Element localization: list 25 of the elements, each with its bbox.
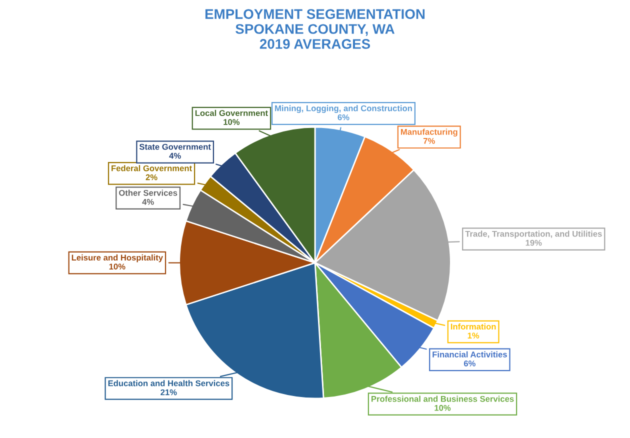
data-label: 10% [109,264,126,270]
data-label: 4% [169,152,181,159]
slice-label: Manufacturing [400,128,458,137]
slice-label: Professional and Business Services [372,396,514,402]
data-label: 4% [142,198,154,205]
slice-label: State Government [139,144,211,150]
slice-label: Education and Health Services [108,380,230,386]
slice-label: Local Government [195,110,268,116]
chart-title: EMPLOYMENT SEGEMENTATION SPOKANE COUNTY, WA 2019 AVERAGES [205,9,425,49]
data-label: 10% [434,404,451,411]
data-label: 6% [464,360,476,366]
data-label: 2% [146,174,158,180]
slice-label: Federal Government [112,165,192,172]
data-label: 10% [224,119,240,125]
data-label: 6% [338,114,350,120]
slice-label: Financial Activities [432,351,507,358]
data-label: 7% [423,138,435,144]
slice-label: Other Services [119,190,178,196]
data-label: 21% [160,389,177,396]
data-label: 1% [468,332,480,339]
data-label: 19% [526,240,542,246]
slice-label: Mining, Logging, and Construction [275,105,412,113]
slice-label: Information [450,323,496,330]
slice-label: Leisure and Hospitality [72,254,163,262]
slice-label: Trade, Transportation, and Utilities [465,230,602,238]
